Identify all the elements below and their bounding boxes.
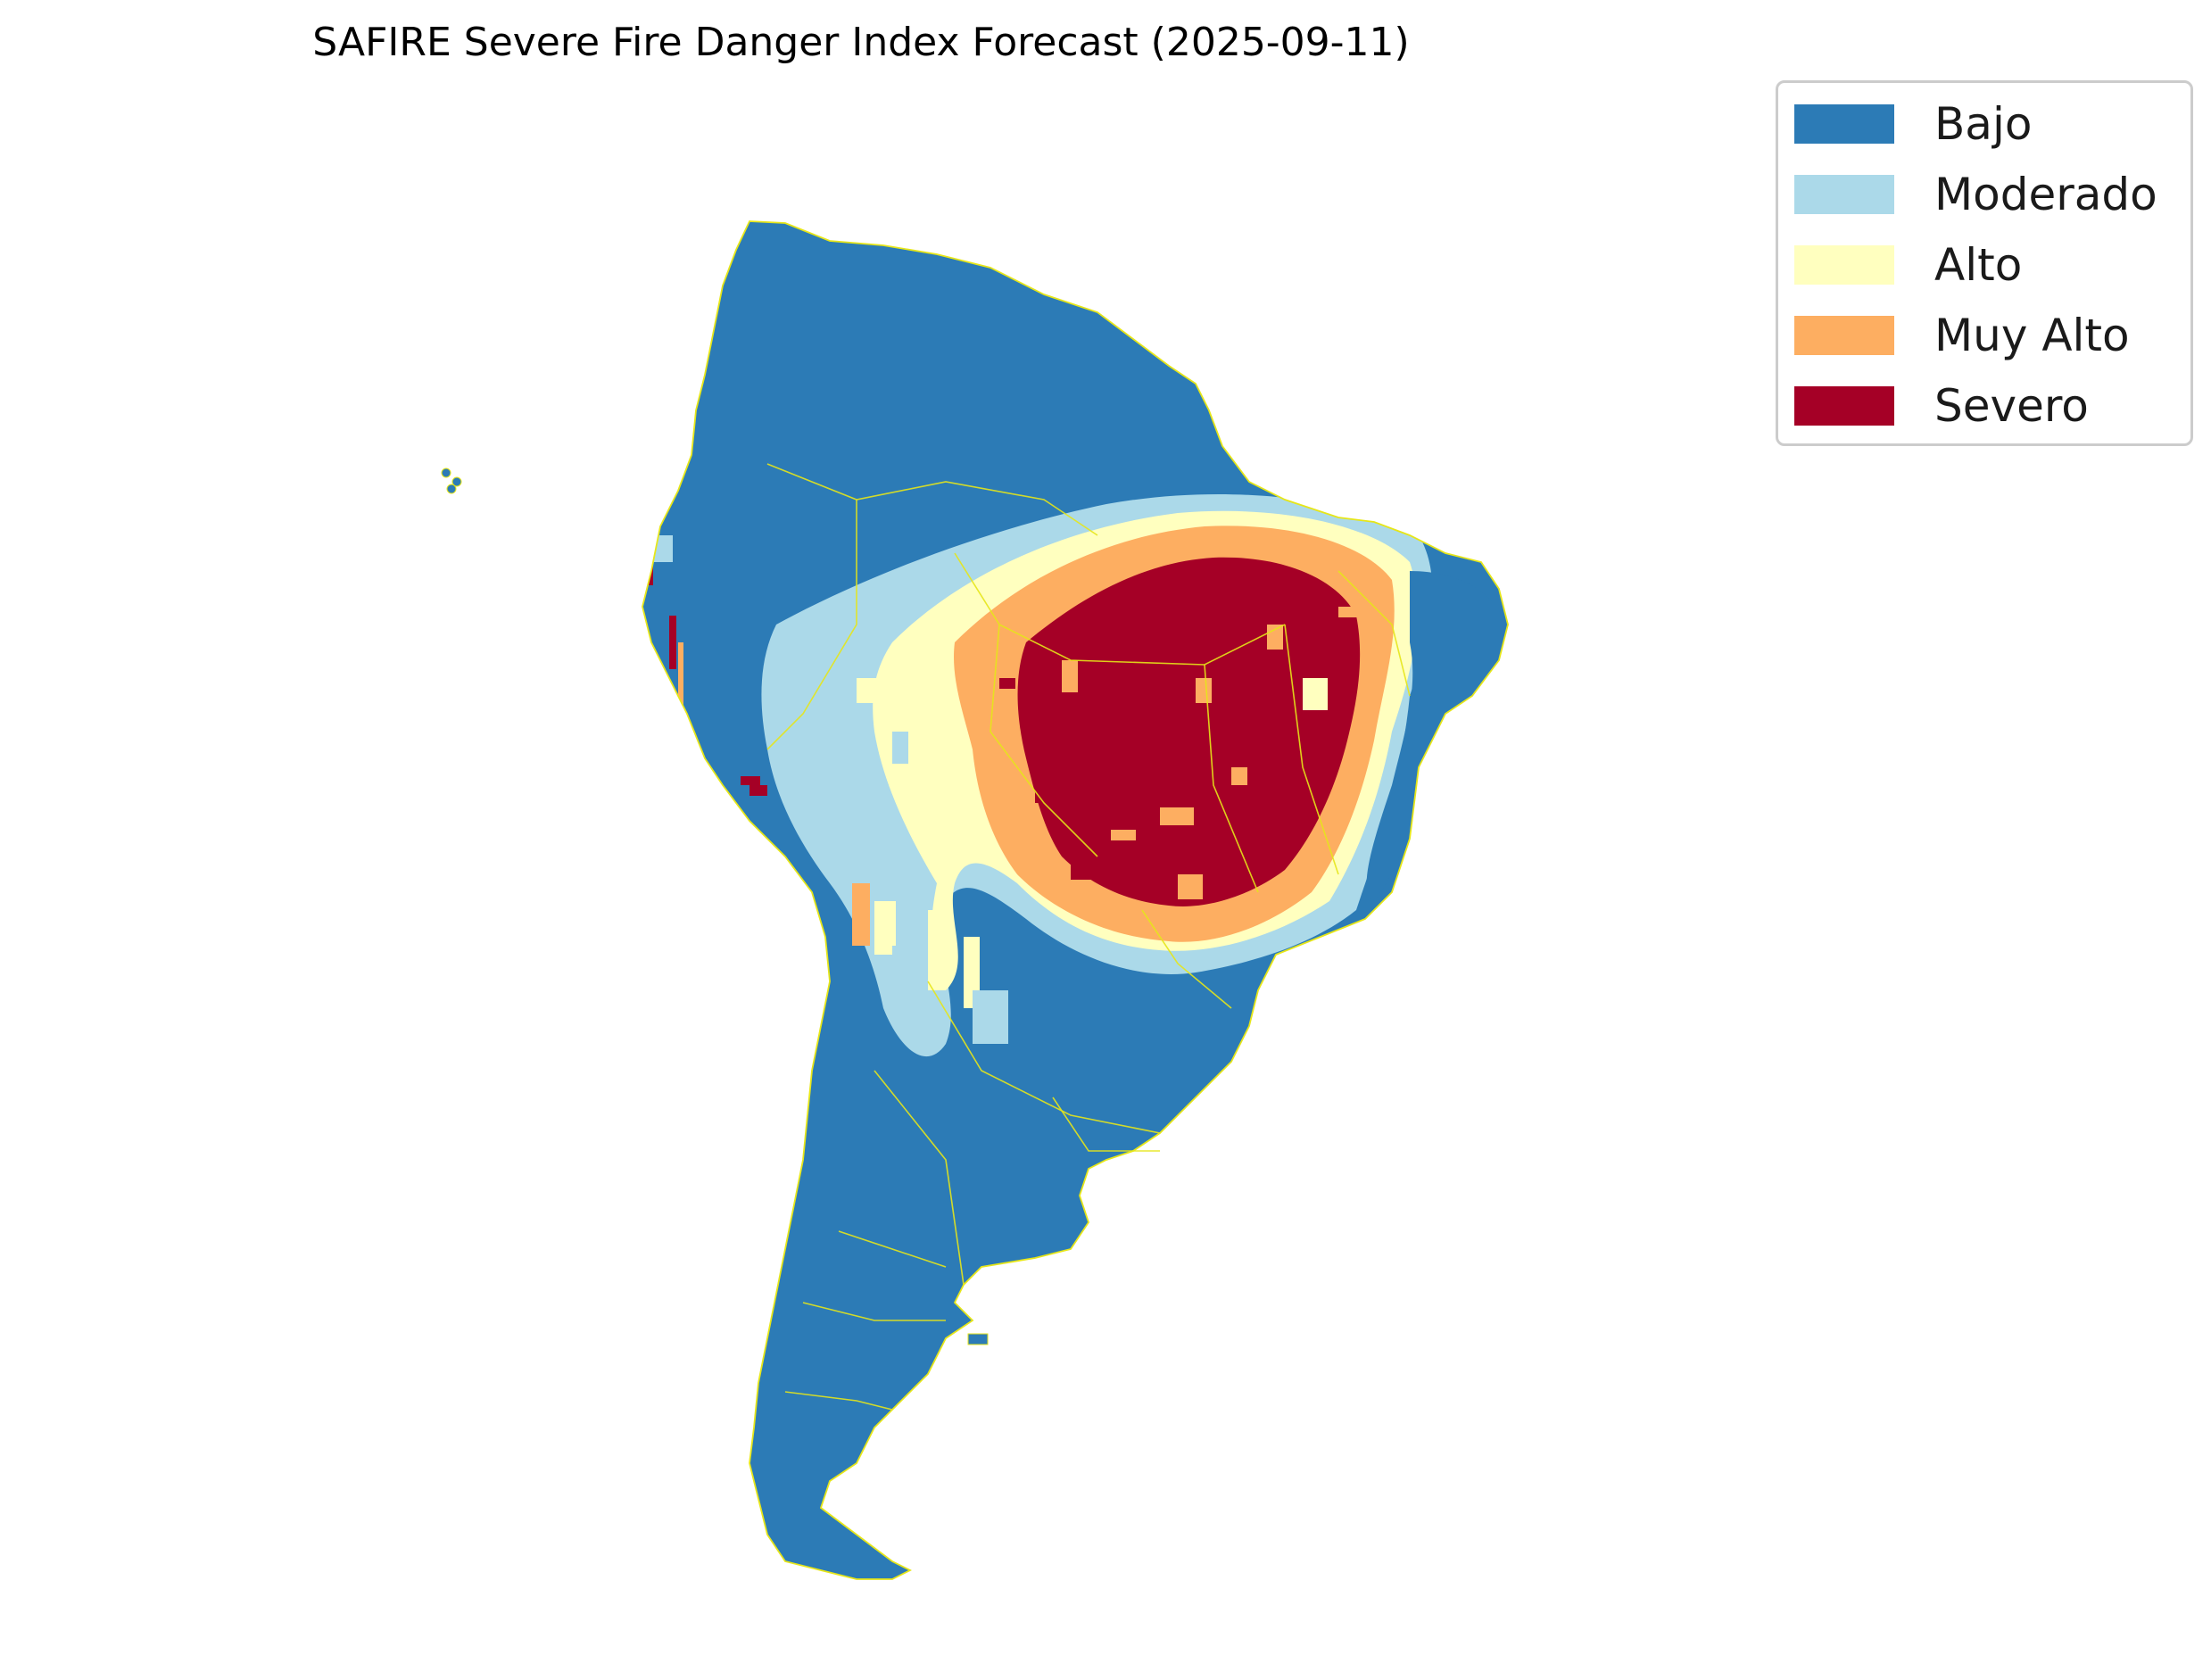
map-title: SAFIRE Severe Fire Danger Index Forecast… [312,20,1410,65]
admin-boundary [802,1302,946,1321]
legend-item-alto: Alto [1794,236,2022,294]
admin-boundary [838,1230,947,1268]
texture-patch-muy-alto [1231,767,1247,785]
texture-patch-muy-alto [1196,678,1212,703]
admin-boundary [954,552,1286,666]
galapagos-island [441,468,451,478]
admin-boundary [990,624,1098,857]
legend-swatch [1794,245,1894,285]
coastal-bajo [1366,571,1508,901]
legend-swatch [1794,175,1894,214]
legend-label: Alto [1934,239,2023,291]
texture-patch-muy-alto [1178,874,1203,899]
legend-item-bajo: Bajo [1794,95,2032,153]
admin-boundary [1141,909,1232,1009]
texture-patch-muy-alto [1267,892,1292,903]
legend-swatch [1794,104,1894,144]
admin-boundary [784,1391,893,1411]
galapagos-island [446,484,457,494]
admin-boundary [874,1070,965,1286]
texture-patch-muy-alto [1062,660,1078,692]
texture-patch-alto [1303,678,1328,710]
texture-patch-muy-alto [1267,625,1283,650]
andes-patch-severo [749,785,767,796]
legend-item-moderado: Moderado [1794,166,2157,223]
andes-patch-severo [669,616,676,669]
admin-boundary [1204,664,1259,893]
legend-label: Moderado [1934,169,2157,220]
texture-patch-alto [857,678,890,703]
texture-patch-alto [928,678,953,696]
texture-patch-alto [946,803,962,814]
legend-item-severo: Severo [1794,377,2089,434]
admin-boundary [766,500,857,750]
coastline [642,220,1509,1580]
admin-boundary [1284,624,1339,875]
admin-boundary [927,981,1161,1134]
legend-label: Bajo [1934,98,2033,150]
andes-patch-muy-alto [678,642,683,705]
legend-label: Muy Alto [1934,310,2130,361]
admin-boundary [766,463,1098,536]
andes-patch-severo [741,776,760,785]
texture-patch-moderado [892,732,908,764]
admin-boundary [1052,1097,1160,1152]
andes-patch-moderado [973,990,1008,1044]
texture-patch-severo [999,678,1015,689]
andes-patch-moderado [892,946,919,990]
andes-patch-muy-alto [852,883,870,946]
galapagos-island [451,476,462,487]
falkland-islands [967,1333,989,1345]
legend: Bajo Moderado Alto Muy Alto Severo [1776,80,2193,446]
legend-label: Severo [1934,380,2089,432]
texture-patch-severo [1035,714,1060,732]
texture-patch-muy-alto [981,741,1015,766]
legend-swatch [1794,386,1894,426]
legend-item-muy-alto: Muy Alto [1794,307,2130,364]
andes-patch-alto [928,910,946,990]
texture-patch-muy-alto [1111,830,1136,840]
texture-patch-severo [1035,785,1069,803]
admin-boundary [1337,570,1411,697]
texture-patch-muy-alto [1338,607,1372,617]
texture-patch-muy-alto [1160,807,1194,825]
legend-swatch [1794,316,1894,355]
andes-patch-moderado [653,535,673,562]
texture-patch-severo [1071,848,1105,880]
